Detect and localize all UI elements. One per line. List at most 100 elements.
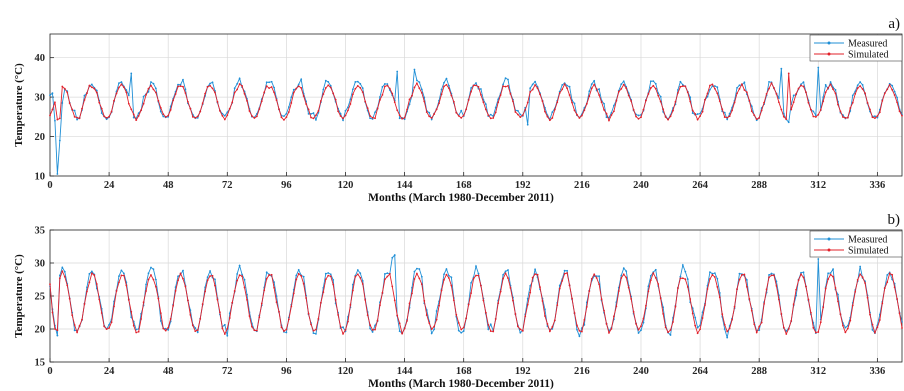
- data-point: [332, 92, 335, 95]
- data-point: [100, 107, 103, 110]
- data-point: [297, 268, 300, 271]
- data-point: [445, 268, 448, 270]
- data-point: [413, 278, 416, 280]
- data-point: [416, 82, 418, 85]
- data-point: [76, 331, 78, 334]
- data-point: [696, 118, 699, 121]
- data-point: [617, 290, 620, 292]
- data-point: [243, 286, 246, 289]
- data-point: [359, 276, 362, 279]
- data-point: [383, 273, 386, 275]
- data-point: [152, 82, 155, 85]
- legend-box: [809, 34, 903, 62]
- data-point: [238, 264, 241, 267]
- axes-box: [49, 33, 903, 177]
- data-point: [270, 273, 273, 276]
- data-point: [516, 113, 519, 116]
- data-point: [667, 118, 669, 121]
- data-point: [81, 107, 83, 110]
- data-point: [376, 107, 379, 110]
- data-point: [526, 101, 529, 104]
- data-point: [568, 94, 571, 96]
- data-point: [482, 101, 485, 104]
- data-point: [329, 275, 332, 278]
- data-point: [297, 83, 300, 86]
- data-point: [54, 101, 56, 104]
- data-point: [773, 274, 775, 277]
- data-point: [696, 113, 699, 115]
- data-point: [327, 84, 330, 87]
- panel-label: a): [888, 16, 900, 32]
- data-point: [782, 112, 785, 115]
- data-point: [433, 325, 436, 328]
- data-point: [258, 108, 261, 110]
- x-tick-label: 120: [338, 366, 354, 377]
- data-point: [684, 278, 687, 281]
- data-point: [398, 117, 401, 120]
- data-point: [196, 331, 199, 334]
- data-point: [499, 94, 502, 96]
- y-tick-label: 20: [35, 325, 46, 336]
- data-point: [566, 269, 569, 272]
- x-tick-label: 288: [751, 180, 767, 191]
- chart-panel-a: 0 24 48 72 96 120 144 168 192 216 240 264 288 312 336 1…: [13, 16, 903, 204]
- data-point: [312, 112, 315, 114]
- x-tick-label: 144: [397, 366, 414, 377]
- data-point: [627, 286, 630, 289]
- data-point: [620, 83, 623, 86]
- x-axis-label: Months (March 1980-December 2011): [368, 192, 554, 204]
- data-point: [290, 102, 293, 104]
- data-point: [167, 116, 170, 118]
- data-point: [507, 277, 509, 280]
- data-point: [635, 115, 637, 118]
- data-point: [162, 327, 165, 330]
- data-point: [258, 316, 261, 319]
- data-point: [430, 118, 433, 121]
- data-point: [489, 323, 492, 326]
- data-point: [743, 273, 746, 276]
- data-point: [58, 117, 61, 120]
- data-point: [236, 279, 239, 282]
- data-point: [49, 94, 51, 97]
- data-point: [832, 88, 834, 91]
- data-point: [386, 275, 389, 278]
- data-point: [211, 87, 214, 90]
- data-point: [630, 100, 633, 102]
- data-point: [689, 298, 692, 300]
- data-point: [307, 312, 310, 315]
- x-tick-label: 120: [338, 180, 354, 191]
- data-point: [132, 113, 135, 116]
- data-point: [480, 88, 482, 90]
- data-point: [226, 114, 229, 117]
- data-point: [888, 84, 891, 86]
- data-point: [435, 318, 438, 321]
- data-point: [142, 102, 145, 105]
- data-point: [278, 108, 280, 111]
- data-point: [443, 273, 445, 276]
- data-point: [319, 301, 322, 304]
- data-point: [172, 304, 175, 307]
- data-point: [283, 119, 285, 121]
- data-point: [228, 107, 231, 110]
- data-point: [667, 331, 669, 334]
- data-point: [154, 285, 157, 288]
- data-point: [679, 85, 682, 88]
- data-point: [361, 87, 364, 90]
- data-point: [625, 270, 628, 273]
- data-point: [300, 78, 303, 81]
- data-point: [521, 330, 524, 332]
- data-point: [457, 322, 460, 324]
- data-point: [122, 272, 125, 275]
- data-point: [706, 92, 709, 95]
- data-point: [753, 114, 756, 116]
- data-point: [524, 315, 527, 318]
- data-point: [337, 110, 339, 113]
- data-point: [381, 291, 384, 294]
- data-point: [302, 275, 305, 278]
- data-point: [669, 329, 672, 331]
- data-point: [785, 333, 788, 335]
- legend-entry: Simulated: [848, 50, 889, 61]
- data-point: [492, 330, 495, 333]
- data-point: [416, 267, 418, 270]
- data-point: [534, 273, 536, 275]
